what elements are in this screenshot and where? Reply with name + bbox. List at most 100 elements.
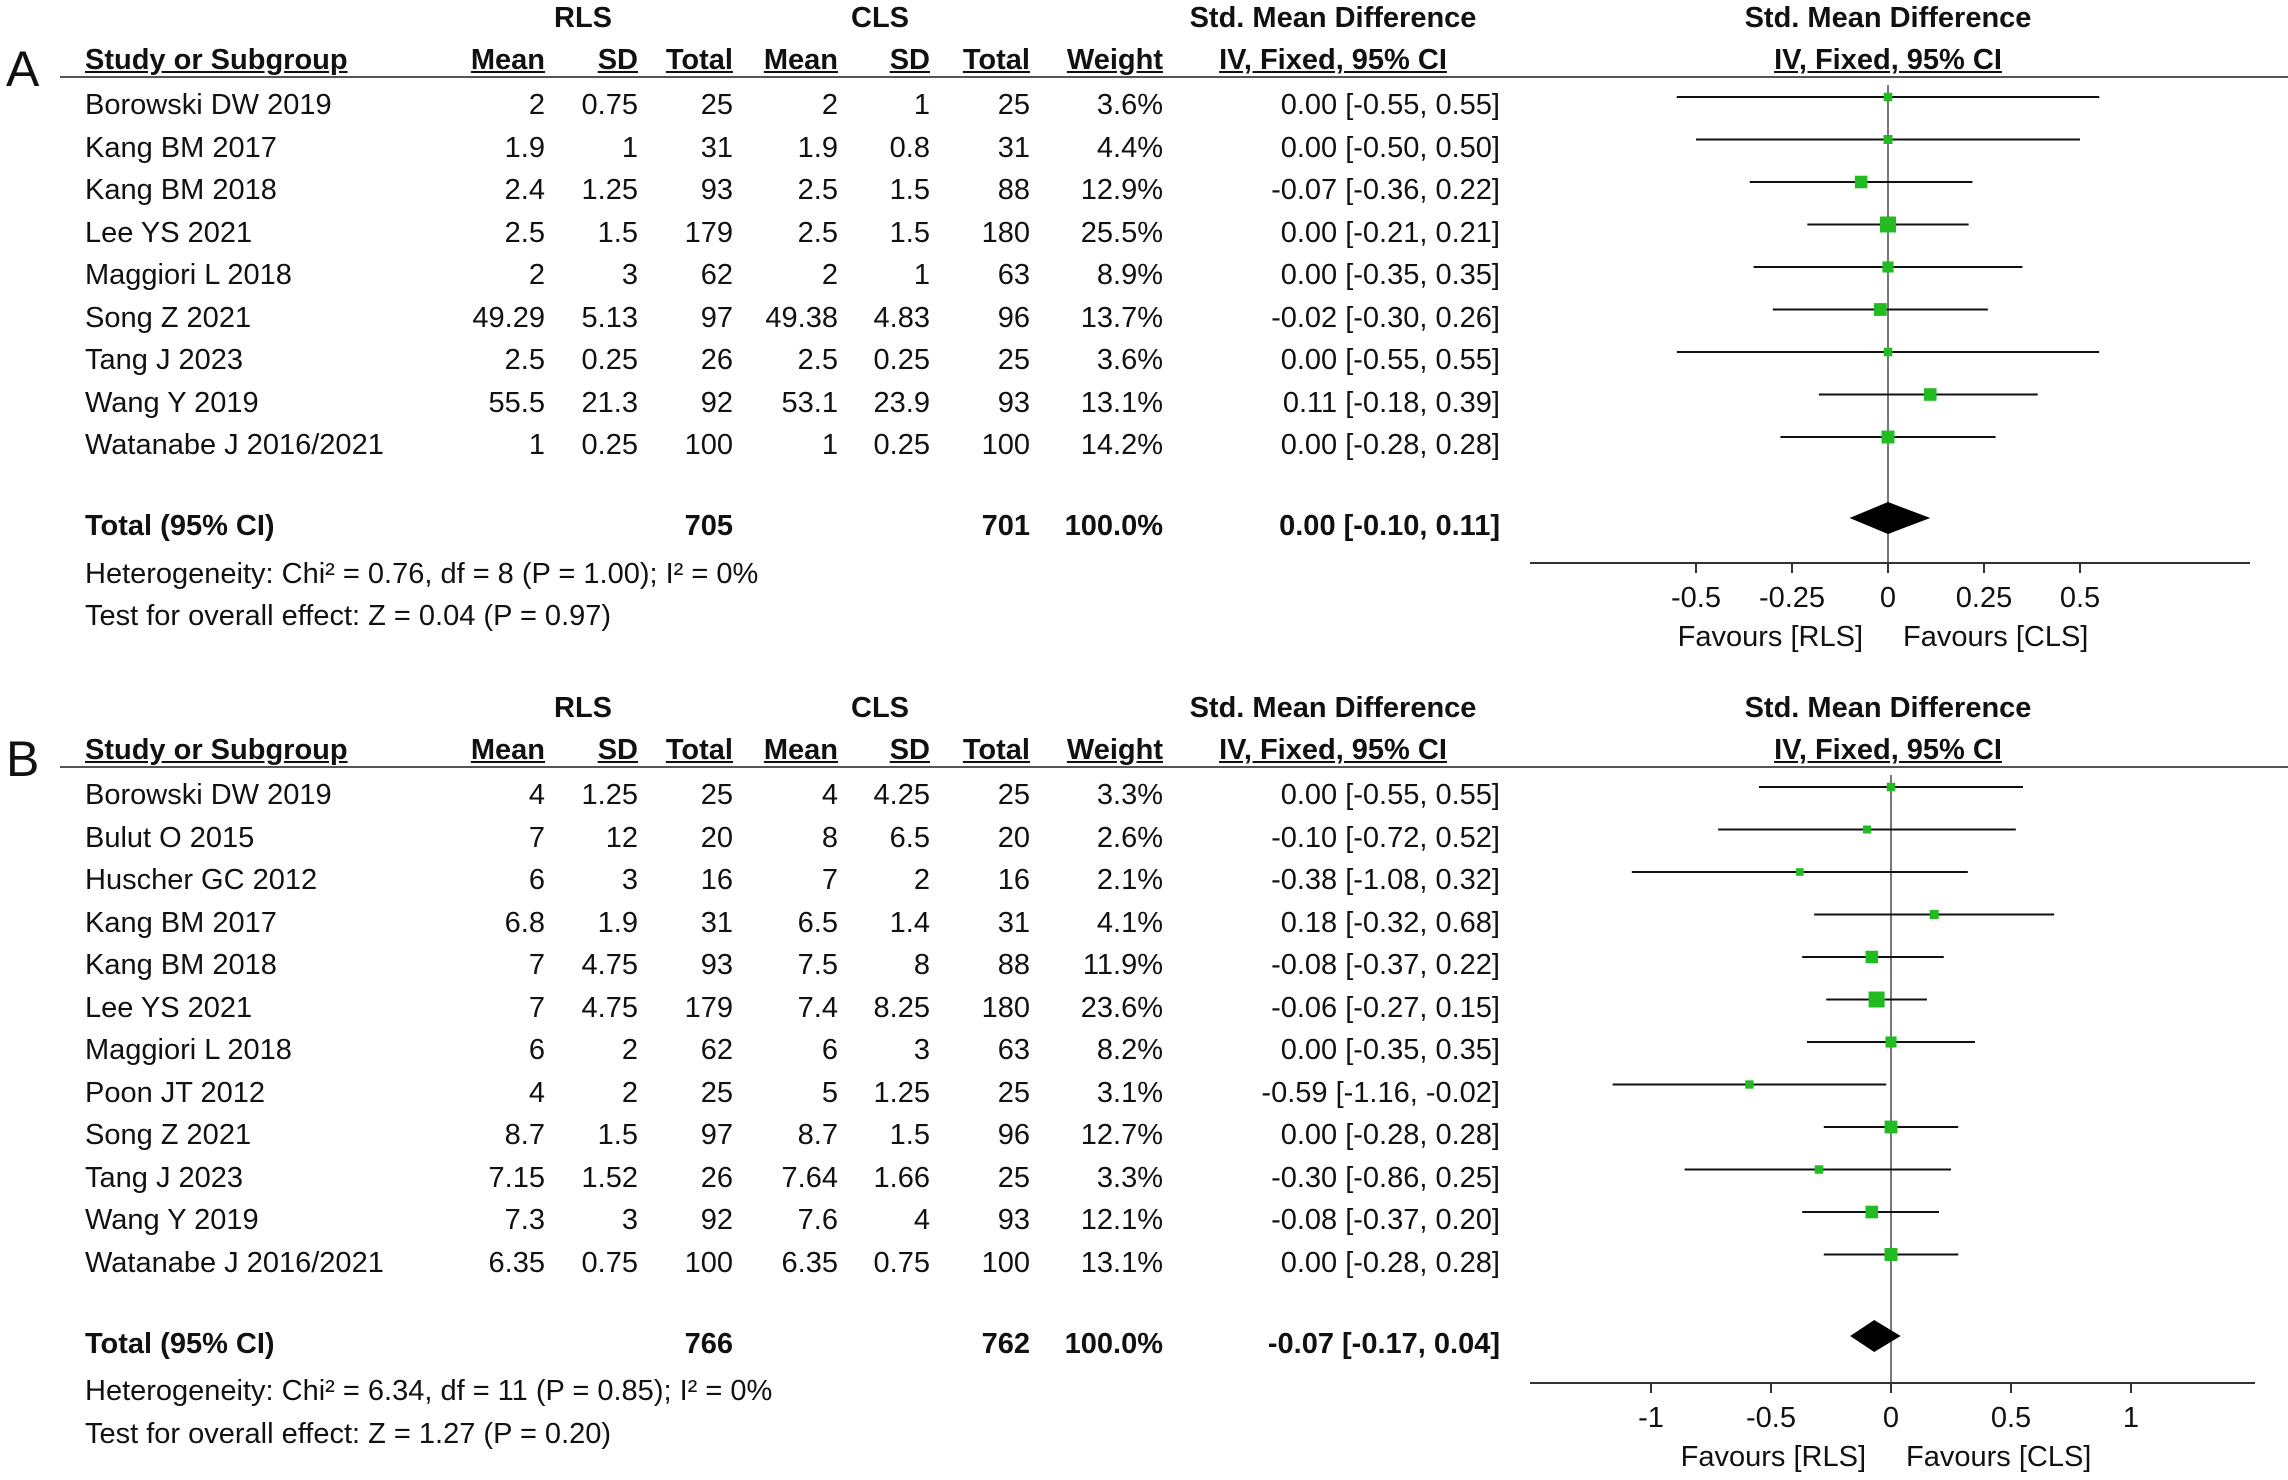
rls-total: 93 [700,174,733,206]
study-weight: 3.6% [1096,344,1163,376]
effect-marker [1745,1080,1754,1089]
study-weight: 12.9% [1080,174,1163,206]
cls-sd: 4.25 [873,779,930,811]
study-name: Kang BM 2018 [85,949,277,981]
cls-total: 88 [997,949,1030,981]
total-diamond [1850,1320,1901,1352]
effect-marker [1885,1036,1897,1048]
study-weight: 12.7% [1080,1119,1163,1151]
col-header-ci: IV, Fixed, 95% CI [1219,734,1447,766]
heterogeneity-note: Heterogeneity: Chi² = 0.76, df = 8 (P = … [85,558,759,590]
rls-total: 92 [700,1204,733,1236]
study-weight: 14.2% [1080,429,1163,461]
effect-marker [1884,1248,1898,1261]
col-header-study: Study or Subgroup [85,734,348,766]
effect-marker [1854,175,1868,189]
effect-marker [1929,909,1939,920]
cls-mean: 7.64 [781,1161,838,1194]
cls-total: 96 [997,1119,1030,1151]
x-tick-label: -0.5 [1746,1402,1796,1434]
total-rls: 705 [684,510,733,542]
rls-total: 97 [700,1119,733,1151]
study-name: Borowski DW 2019 [85,779,332,811]
cls-total: 93 [997,386,1030,419]
cls-total: 96 [997,301,1030,334]
cls-total: 180 [981,216,1030,249]
cls-mean: 7.6 [797,1204,838,1236]
study-name: Watanabe J 2016/2021 [85,1246,384,1279]
cls-mean: 1 [821,429,838,461]
cls-total: 16 [997,864,1030,896]
cls-mean: 5 [821,1076,838,1109]
total-weight: 100.0% [1064,1328,1163,1360]
rls-total: 31 [700,131,733,164]
x-tick-label: -0.25 [1759,582,1825,614]
cls-mean: 7 [821,864,838,896]
effect-marker [1863,825,1871,834]
forest-plot: -0.5 -0.25 0 0.25 0.5 Favours [RLS] Favours [C… [1530,85,2250,653]
study-ci: 0.00 [-0.50, 0.50] [1280,131,1500,164]
study-name: Borowski DW 2019 [85,89,332,121]
effect-marker [1881,430,1895,444]
x-tick-label: 0.25 [1956,582,2012,614]
col-header-e-total: Total [665,734,733,766]
study-weight: 11.9% [1082,949,1163,981]
study-name: Huscher GC 2012 [85,864,318,896]
rls-sd: 12 [605,821,638,854]
rls-sd: 1.5 [597,216,638,249]
rls-mean: 6.8 [504,906,545,939]
rls-total: 179 [684,216,733,249]
effect-header-plot: Std. Mean Difference [1744,2,2032,34]
total-label: Total (95% CI) [85,510,275,542]
study-ci: -0.06 [-0.27, 0.15] [1271,991,1500,1024]
study-name: Song Z 2021 [85,301,252,334]
rls-sd: 3 [621,1204,638,1236]
favours-right-label: Favours [CLS] [1906,1441,2091,1473]
rls-mean: 7.15 [488,1161,545,1194]
forest-plot-panel-b: B RLS CLS Std. Mean Difference Std. Mean Dif… [0,690,2288,1476]
cls-mean: 8 [821,821,838,854]
rls-mean: 2 [528,259,545,291]
cls-total: 63 [997,1034,1030,1066]
study-name: Maggiori L 2018 [85,259,292,291]
overall-effect-note: Test for overall effect: Z = 0.04 (P = 0… [85,600,612,632]
rls-sd: 4.75 [581,949,638,981]
study-weight: 2.1% [1096,864,1163,896]
cls-mean: 2 [821,89,838,121]
cls-sd: 1 [913,259,930,291]
rls-total: 62 [700,259,733,291]
rls-total: 62 [700,1034,733,1066]
rls-mean: 7.3 [504,1204,545,1236]
study-name: Tang J 2023 [85,1161,244,1194]
effect-header-plot: Std. Mean Difference [1744,692,2032,724]
rls-mean: 6 [528,1034,545,1066]
cls-total: 25 [997,1076,1030,1109]
effect-marker [1865,950,1879,964]
x-tick-label: 1 [2123,1402,2139,1434]
rls-mean: 2 [528,89,545,121]
study-ci: -0.08 [-0.37, 0.20] [1271,1204,1500,1236]
rls-mean: 8.7 [504,1119,545,1151]
rls-sd: 4.75 [581,991,638,1024]
cls-total: 63 [997,259,1030,291]
effect-header-table: Std. Mean Difference [1189,2,1477,34]
cls-sd: 1.5 [889,174,930,206]
study-ci: 0.18 [-0.32, 0.68] [1280,906,1500,939]
cls-sd: 0.25 [873,344,930,376]
study-name: Wang Y 2019 [85,386,259,419]
study-ci: 0.00 [-0.35, 0.35] [1280,259,1500,291]
effect-marker [1923,388,1937,401]
study-ci: -0.30 [-0.86, 0.25] [1271,1161,1500,1194]
cls-mean: 49.38 [765,301,838,334]
rls-mean: 1.9 [504,131,545,164]
study-name: Kang BM 2017 [85,131,277,164]
rls-mean: 7 [528,821,545,854]
study-name: Watanabe J 2016/2021 [85,429,384,461]
rls-mean: 2.5 [504,216,545,249]
col-header-e-total: Total [665,44,733,76]
study-ci: 0.00 [-0.55, 0.55] [1280,89,1500,121]
cls-total: 25 [997,779,1030,811]
total-cls: 701 [981,510,1030,542]
plot-subheader: IV, Fixed, 95% CI [1774,734,2002,766]
effect-marker [1865,1205,1879,1219]
